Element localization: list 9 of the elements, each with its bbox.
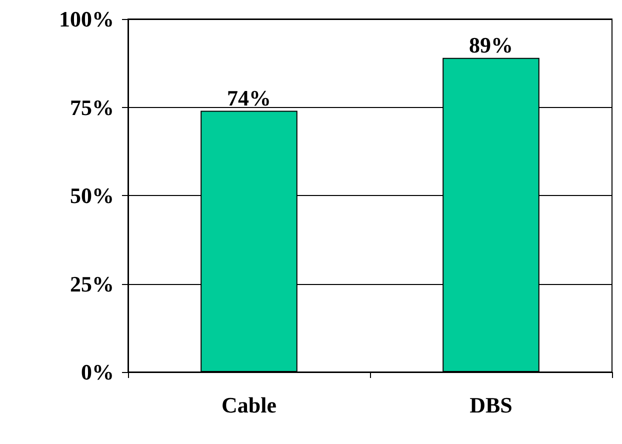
data-label: 74% <box>227 85 271 110</box>
y-tick-label: 75% <box>70 94 114 120</box>
x-tick-label: Cable <box>222 392 277 418</box>
x-tick-label: DBS <box>470 392 512 418</box>
y-tick-label: 25% <box>70 271 114 296</box>
y-tick-label: 50% <box>70 183 114 208</box>
data-label: 89% <box>469 32 513 58</box>
y-tick-label: 0% <box>81 360 114 384</box>
y-tick-label: 100% <box>59 6 114 32</box>
